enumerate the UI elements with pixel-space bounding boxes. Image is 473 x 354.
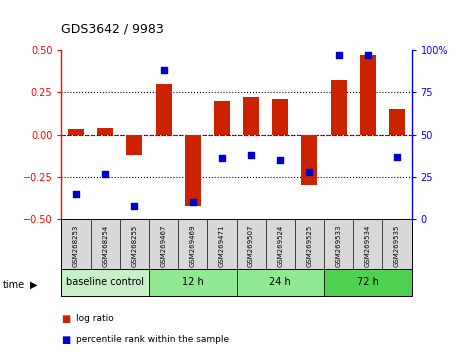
Point xyxy=(335,52,342,57)
Bar xyxy=(156,84,172,135)
Text: ■: ■ xyxy=(61,314,71,324)
Bar xyxy=(97,128,113,135)
Point xyxy=(218,155,226,161)
Bar xyxy=(126,135,142,155)
Text: GDS3642 / 9983: GDS3642 / 9983 xyxy=(61,22,164,35)
Point xyxy=(72,191,80,197)
Point xyxy=(247,152,255,158)
Bar xyxy=(360,55,376,135)
Bar xyxy=(214,101,230,135)
Point xyxy=(189,200,197,205)
Text: GSM268255: GSM268255 xyxy=(131,224,138,267)
Text: GSM269535: GSM269535 xyxy=(394,224,400,267)
Bar xyxy=(61,269,149,296)
Text: 12 h: 12 h xyxy=(182,277,203,287)
Point xyxy=(101,171,109,176)
Bar xyxy=(389,109,405,135)
Text: GSM269525: GSM269525 xyxy=(307,224,313,267)
Point xyxy=(276,157,284,163)
Point xyxy=(364,52,372,57)
Bar xyxy=(149,269,236,296)
Text: GSM269467: GSM269467 xyxy=(160,224,166,267)
Text: time: time xyxy=(2,280,25,290)
Text: GSM269533: GSM269533 xyxy=(335,224,342,267)
Bar xyxy=(331,80,347,135)
Text: GSM269471: GSM269471 xyxy=(219,224,225,267)
Text: 72 h: 72 h xyxy=(357,277,379,287)
Text: ■: ■ xyxy=(61,335,71,345)
Text: log ratio: log ratio xyxy=(76,314,114,323)
Bar xyxy=(324,269,412,296)
Text: GSM268253: GSM268253 xyxy=(73,224,79,267)
Bar xyxy=(236,269,324,296)
Point xyxy=(160,67,167,73)
Bar xyxy=(185,135,201,206)
Point xyxy=(131,203,138,209)
Point xyxy=(393,154,401,159)
Bar xyxy=(68,130,84,135)
Point xyxy=(306,169,313,175)
Text: 24 h: 24 h xyxy=(270,277,291,287)
Text: GSM269534: GSM269534 xyxy=(365,224,371,267)
Bar xyxy=(243,97,259,135)
Text: GSM269524: GSM269524 xyxy=(277,224,283,267)
Bar xyxy=(272,99,288,135)
Text: baseline control: baseline control xyxy=(66,277,144,287)
Text: GSM269507: GSM269507 xyxy=(248,224,254,267)
Bar xyxy=(301,135,317,185)
Text: ▶: ▶ xyxy=(30,280,38,290)
Text: GSM268254: GSM268254 xyxy=(102,224,108,267)
Text: percentile rank within the sample: percentile rank within the sample xyxy=(76,335,229,344)
Text: GSM269469: GSM269469 xyxy=(190,224,196,267)
